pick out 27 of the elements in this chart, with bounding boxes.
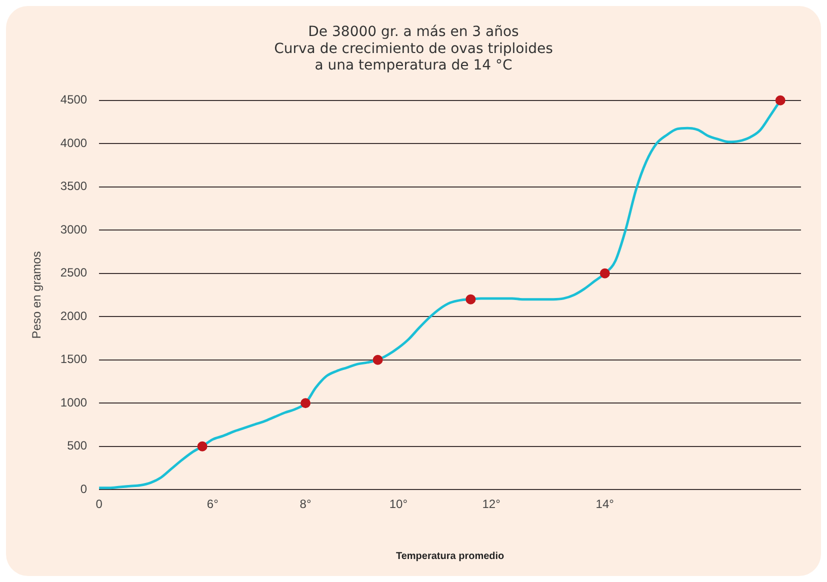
x-axis-title: Temperatura promedio — [396, 550, 504, 562]
point — [372, 354, 383, 365]
x-tick-label: 8° — [300, 497, 312, 512]
y-tick-label: 2500 — [60, 266, 88, 280]
y-tick-label: 4000 — [60, 136, 88, 150]
y-tick-label: 3500 — [60, 179, 88, 194]
x-tick-label: 6° — [206, 497, 219, 512]
y-tick-label: 0 — [80, 482, 88, 496]
y-tick-label: 3000 — [60, 222, 88, 236]
point — [466, 294, 476, 304]
point — [600, 268, 610, 278]
y-tick-label: 1000 — [60, 395, 88, 410]
point — [197, 441, 208, 452]
text: a una temperatura de 14 °C — [314, 58, 512, 74]
x-tick-label: 12° — [482, 497, 501, 512]
x-tick-label: 0 — [96, 497, 103, 512]
y-tick-label: 2000 — [60, 308, 88, 323]
y-axis-title: Peso en gramos — [30, 251, 44, 339]
y-tick-label: 500 — [67, 438, 88, 453]
x-tick-label: 14° — [596, 497, 614, 512]
y-tick-label: 4500 — [60, 92, 88, 107]
point — [775, 95, 786, 106]
text: De 38000 gr. a más en 3 años — [308, 24, 519, 40]
point — [300, 398, 311, 408]
x-tick-label: 10° — [389, 497, 408, 512]
y-tick-label: 1500 — [60, 352, 88, 366]
text: Curva de crecimiento de ovas triploides — [274, 40, 553, 57]
